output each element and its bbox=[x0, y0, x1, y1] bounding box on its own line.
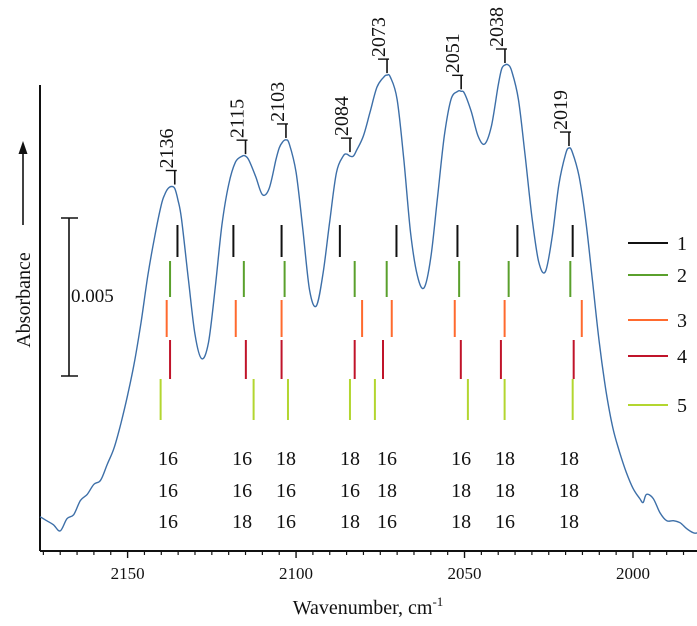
isotopologue-label: 16 bbox=[276, 480, 296, 502]
isotopologue-label: 18 bbox=[276, 448, 296, 470]
isotopologue-labels: 16 16 16 16 16 18 18 16 16 18 16 18 16 18 16 16 18 18 18 18… bbox=[158, 448, 579, 533]
x-axis-title: Wavenumber, cm-1 bbox=[293, 594, 444, 619]
isotopologue-label: 18 bbox=[340, 448, 360, 470]
legend-label: 4 bbox=[677, 346, 687, 368]
isotopologue-label: 16 bbox=[232, 480, 252, 502]
isotopologue-label: 16 bbox=[158, 480, 178, 502]
isotopologue-label: 16 bbox=[232, 448, 252, 470]
axes bbox=[39, 85, 697, 552]
peak-label: 2103 bbox=[267, 82, 289, 122]
isotopologue-label: 16 bbox=[377, 511, 397, 533]
legend-label: 2 bbox=[677, 265, 687, 287]
scale-bar-label: 0.005 bbox=[71, 286, 114, 307]
peak-label: 2136 bbox=[156, 129, 178, 169]
peak-label: 2073 bbox=[368, 17, 390, 57]
isotopologue-label: 16 bbox=[451, 448, 471, 470]
x-tick-label: 2150 bbox=[111, 564, 145, 583]
absorbance-scale-bar: 0.005 bbox=[61, 217, 114, 377]
isotopologue-label: 16 bbox=[276, 511, 296, 533]
y-axis-title-group: Absorbance bbox=[13, 141, 35, 348]
isotopologue-label: 16 bbox=[377, 448, 397, 470]
isotopologue-label: 18 bbox=[559, 448, 579, 470]
x-tick-label: 2050 bbox=[448, 564, 482, 583]
legend-label: 3 bbox=[677, 310, 687, 332]
isotopologue-label: 18 bbox=[377, 480, 397, 502]
legend-label: 1 bbox=[677, 233, 687, 255]
isotopologue-label: 18 bbox=[559, 511, 579, 533]
peak-label: 2038 bbox=[486, 7, 508, 47]
isotopologue-label: 16 bbox=[158, 511, 178, 533]
isotopologue-label: 18 bbox=[559, 480, 579, 502]
legend: 1 2 3 4 5 bbox=[628, 233, 687, 417]
isotopologue-label: 16 bbox=[158, 448, 178, 470]
legend-label: 5 bbox=[677, 395, 687, 417]
peak-label: 2051 bbox=[442, 33, 464, 73]
isotopologue-label: 18 bbox=[451, 480, 471, 502]
x-ticks: 2150 2100 2050 2000 bbox=[42, 551, 685, 583]
y-axis-arrow-icon bbox=[18, 141, 28, 154]
isotopologue-label: 18 bbox=[340, 511, 360, 533]
x-tick-label: 2100 bbox=[279, 564, 313, 583]
y-axis-title: Absorbance bbox=[13, 252, 35, 348]
peak-label: 2115 bbox=[227, 99, 249, 138]
isotopologue-label: 18 bbox=[495, 480, 515, 502]
isotopologue-label: 18 bbox=[495, 448, 515, 470]
spectrum-line bbox=[39, 63, 697, 534]
x-tick-label: 2000 bbox=[616, 564, 650, 583]
peak-labels: 2136 2115 2103 2084 2073 2051 2038 2019 bbox=[156, 7, 572, 185]
isotopologue-label: 16 bbox=[340, 480, 360, 502]
isotopologue-label: 18 bbox=[451, 511, 471, 533]
stick-series bbox=[159, 225, 583, 420]
peak-label: 2084 bbox=[331, 96, 353, 136]
isotopologue-label: 16 bbox=[495, 511, 515, 533]
peak-label: 2019 bbox=[550, 90, 572, 130]
isotopologue-label: 18 bbox=[232, 511, 252, 533]
